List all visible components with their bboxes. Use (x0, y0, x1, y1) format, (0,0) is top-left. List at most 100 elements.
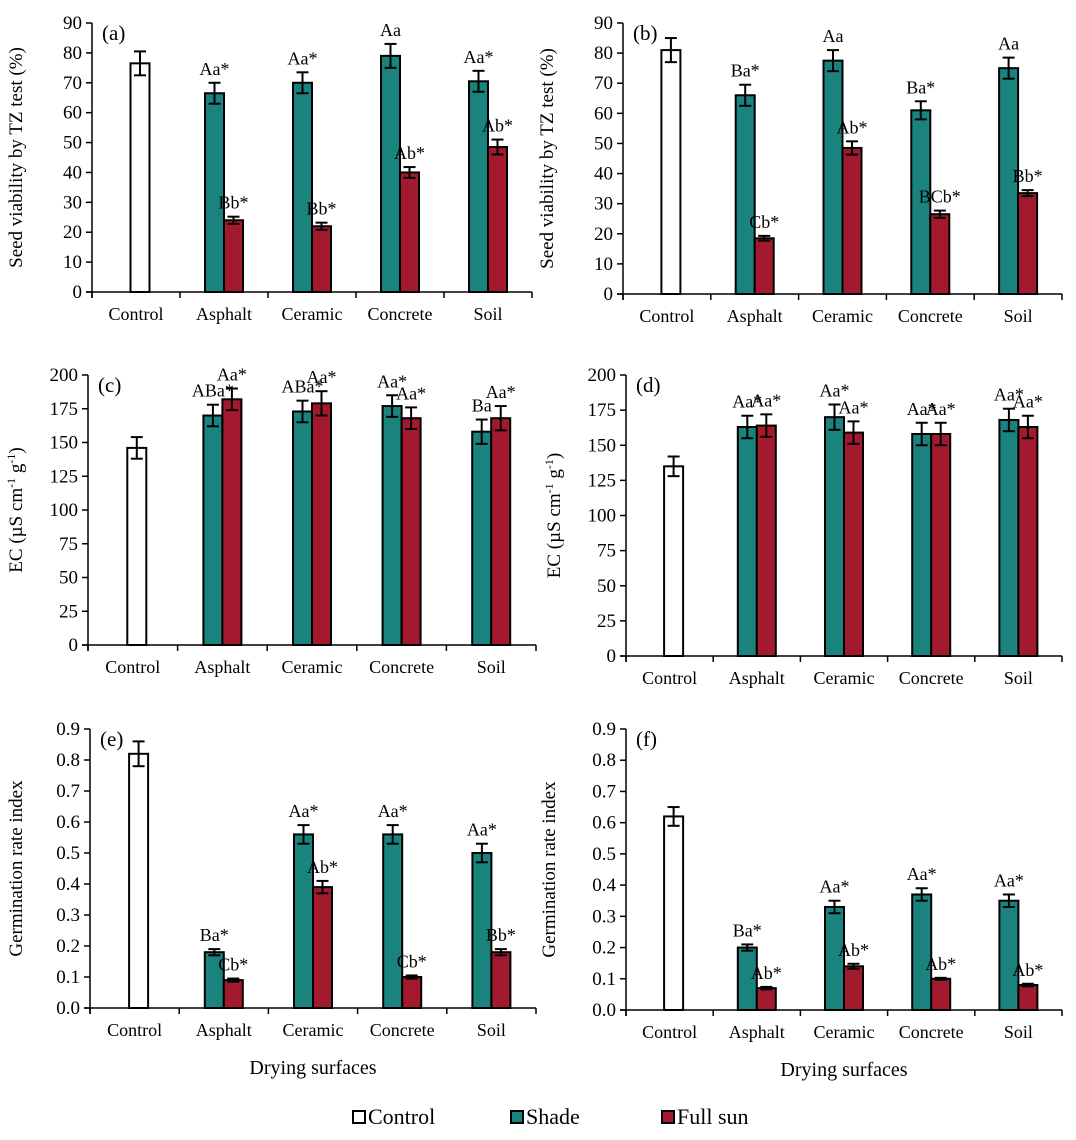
significance-label: Aa* (994, 385, 1024, 405)
bar-shade-concrete (381, 405, 403, 646)
x-tick-label: Ceramic (814, 668, 875, 688)
significance-label: Ab* (925, 954, 956, 974)
bar-full-sun-soil (1017, 425, 1039, 657)
y-tick-label: 20 (594, 224, 613, 245)
chart-panel-b: 0 10 20 30 40 50 60 70 80 90 Control Asphalt Ceramic… (537, 13, 1063, 326)
significance-label: Ba* (733, 920, 762, 940)
y-tick-label: 75 (597, 541, 616, 562)
significance-label: Aa* (289, 801, 319, 821)
y-axis-title-part: g (544, 469, 565, 484)
y-tick-label: 0.3 (592, 906, 616, 927)
x-tick-label: Soil (477, 657, 506, 677)
significance-label: Aa* (307, 367, 337, 387)
y-tick-label: 0 (604, 284, 614, 305)
y-axis-title-part: EC (µS cm (6, 488, 27, 573)
y-tick-label: 0.7 (56, 781, 80, 802)
bar-full-sun-ceramic (843, 965, 864, 1011)
significance-label: Ab* (751, 963, 782, 983)
significance-label: Cb* (397, 951, 427, 971)
significance-label: Ba* (906, 77, 935, 97)
significance-label: Ba (472, 396, 492, 416)
chart-panel-d: 0 25 50 75 100 125 150 175 200 Control Asphalt Cera… (542, 365, 1063, 688)
y-tick-label: 0.9 (56, 719, 80, 740)
y-tick-label: 70 (594, 73, 613, 94)
significance-label: Ab* (1012, 960, 1043, 980)
bar-full-sun-soil (490, 417, 512, 647)
y-tick-label: 70 (63, 73, 82, 94)
significance-label: Aa* (732, 392, 762, 412)
x-tick-label: Concrete (899, 668, 964, 688)
significance-label: Bb* (1013, 166, 1043, 186)
bar-full-sun-concrete (930, 433, 952, 658)
x-axis-title: Drying surfaces (249, 1057, 376, 1079)
y-tick-label: 125 (50, 466, 79, 487)
y-tick-label: 50 (594, 133, 613, 154)
bar-full-sun-soil (1017, 192, 1039, 295)
y-axis-title: EC (µS cm-1 g-1) (542, 453, 565, 578)
y-tick-label: 10 (63, 252, 82, 273)
chart-panel-c: 0 25 50 75 100 125 150 175 200 Control Asphalt Cera… (4, 365, 537, 677)
x-tick-label: Control (642, 668, 697, 688)
significance-label: ABa* (192, 381, 234, 401)
significance-label: Aa* (907, 864, 937, 884)
y-axis-title-part: -1 (4, 454, 18, 464)
bar-shade-ceramic (824, 416, 845, 657)
y-tick-label: 20 (63, 222, 82, 243)
y-tick-label: 40 (63, 162, 82, 183)
y-tick-label: 0.2 (592, 938, 616, 959)
panel-label: (c) (98, 373, 121, 397)
bar-full-sun-ceramic (841, 146, 863, 295)
bar-full-sun-asphalt (221, 398, 243, 646)
y-tick-label: 50 (63, 133, 82, 154)
significance-label: Aa* (217, 365, 247, 385)
bar-full-sun-asphalt (223, 219, 244, 293)
significance-label: Bb* (486, 925, 516, 945)
significance-label: Ba* (731, 61, 760, 81)
x-tick-label: Concrete (369, 657, 434, 677)
x-tick-label: Asphalt (194, 657, 250, 677)
legend: Control Shade Full sun (0, 1104, 1076, 1136)
y-axis-title: Germination rate index (539, 781, 560, 958)
y-tick-label: 200 (50, 365, 79, 386)
x-tick-label: Asphalt (196, 1020, 252, 1040)
x-tick-label: Asphalt (196, 304, 252, 324)
legend-item-shade: Shade (510, 1104, 580, 1130)
bar-full-sun-ceramic (843, 431, 864, 658)
x-tick-label: Soil (1004, 668, 1033, 688)
bar-full-sun-ceramic (311, 402, 332, 646)
y-axis-title-part: -1 (542, 483, 556, 493)
bar-shade-soil (998, 899, 1020, 1012)
significance-label: Aa* (200, 59, 230, 79)
bar-shade-asphalt (202, 414, 224, 646)
y-tick-label: 0.5 (592, 844, 616, 865)
y-tick-label: 0.6 (56, 812, 80, 833)
y-axis-title: Seed viability by TZ test (%) (537, 48, 558, 269)
y-axis-title-part: EC (µS cm (544, 493, 565, 578)
significance-label: Aa* (377, 371, 407, 391)
x-tick-label: Ceramic (814, 1022, 875, 1042)
y-tick-label: 0.8 (592, 750, 616, 771)
significance-label: Aa* (907, 399, 937, 419)
significance-label: Aa* (486, 382, 516, 402)
significance-label: Aa* (994, 870, 1024, 890)
legend-swatch-full-sun (661, 1110, 675, 1124)
y-tick-label: 60 (63, 103, 82, 124)
y-axis-title-part: -1 (4, 478, 18, 488)
significance-label: Ba* (200, 925, 229, 945)
y-axis-title: EC (µS cm-1 g-1) (4, 447, 27, 572)
y-tick-label: 0.7 (592, 781, 616, 802)
y-axis-title-part: g (6, 463, 27, 478)
bar-control-control (660, 49, 682, 295)
significance-label: Aa* (839, 397, 869, 417)
bar-shade-asphalt (736, 425, 758, 657)
y-tick-label: 0 (69, 635, 79, 656)
x-tick-label: Concrete (899, 1022, 964, 1042)
y-tick-label: 0.8 (56, 750, 80, 771)
y-tick-label: 40 (594, 164, 613, 185)
significance-label: Bb* (218, 193, 248, 213)
y-tick-label: 90 (594, 13, 613, 34)
y-tick-label: 0.6 (592, 813, 616, 834)
x-axis-title: Drying surfaces (780, 1059, 907, 1081)
legend-label-shade: Shade (526, 1104, 580, 1129)
